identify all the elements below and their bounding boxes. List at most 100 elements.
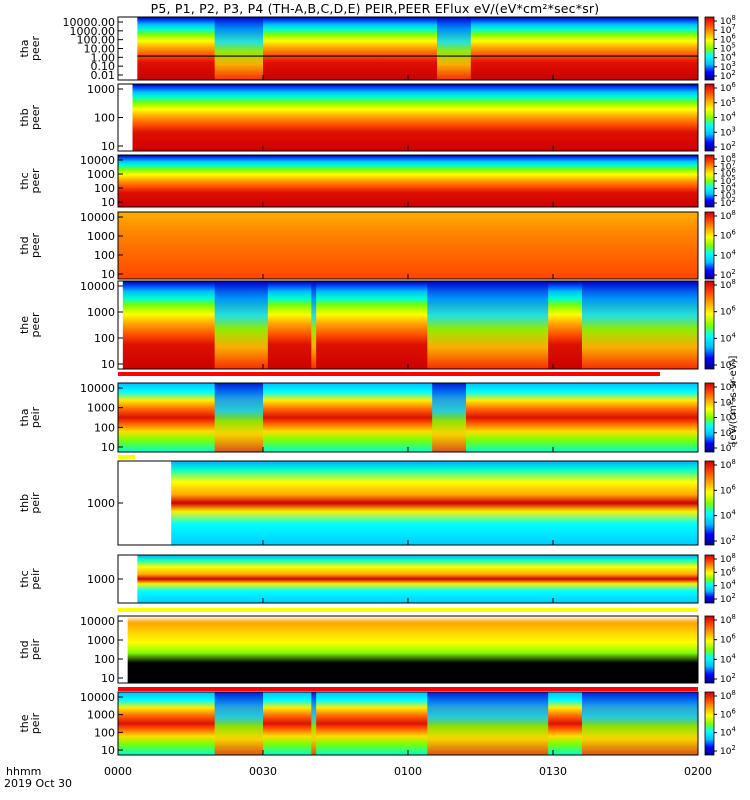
spectrogram-image <box>137 555 699 603</box>
time-unit-label: hhmm <box>6 765 42 778</box>
y-axis-label: peer <box>29 233 42 259</box>
x-tick-label: 0130 <box>539 765 567 778</box>
flux-dip-interval <box>427 281 549 369</box>
date-label: 2019 Oct 30 <box>4 777 73 790</box>
spectrogram-image <box>127 616 698 683</box>
flux-dip-interval <box>311 692 317 755</box>
y-axis-label: peir <box>29 492 42 514</box>
y-axis-label: peir <box>29 568 42 590</box>
y-axis-label: the <box>18 714 31 732</box>
y-tick-label: 1000 <box>87 402 115 415</box>
flux-dip-interval <box>214 17 263 80</box>
y-tick-label: 1000 <box>87 306 115 319</box>
y-tick-label: 1000 <box>87 709 115 722</box>
x-tick-label: 0030 <box>249 765 277 778</box>
y-tick-label: 1.00 <box>91 51 116 64</box>
flux-dip-interval <box>214 281 268 369</box>
flux-dip-interval <box>582 692 698 755</box>
y-tick-label: 10 <box>101 140 115 153</box>
y-tick-label: 10 <box>101 441 115 454</box>
y-tick-label: 10 <box>101 672 115 685</box>
colorbar <box>704 280 715 370</box>
y-tick-label: 10000 <box>80 691 115 704</box>
y-axis-label: thd <box>18 640 31 658</box>
y-tick-label: 10000 <box>80 382 115 395</box>
y-tick-label: 1000 <box>87 634 115 647</box>
y-axis-label: peir <box>29 406 42 428</box>
y-tick-label: 10000.00 <box>63 16 116 29</box>
y-axis-label: thc <box>18 570 31 587</box>
colorbar <box>704 211 715 280</box>
colorbar <box>704 554 715 604</box>
colorbar <box>704 154 715 208</box>
y-axis-label: peer <box>29 312 42 338</box>
y-tick-label: 100 <box>94 182 115 195</box>
colorbar-caption: [eV/(cm²-s-sr-eV)] <box>728 355 739 445</box>
y-tick-label: 10000 <box>80 615 115 628</box>
y-tick-label: 100.00 <box>77 34 116 47</box>
spectrogram-image <box>132 84 698 151</box>
y-tick-label: 10000 <box>80 211 115 224</box>
y-tick-label: 1000 <box>87 83 115 96</box>
y-tick-label: 10 <box>101 358 115 371</box>
y-tick-label: 100 <box>94 249 115 262</box>
y-tick-label: 10.00 <box>84 43 116 56</box>
y-tick-label: 100 <box>94 112 115 125</box>
y-axis-label: peer <box>29 105 42 131</box>
y-axis-label: peir <box>29 712 42 734</box>
colorbar <box>704 382 715 453</box>
y-tick-label: 1000 <box>87 168 115 181</box>
flux-dip-interval <box>432 383 466 452</box>
y-axis-label: peir <box>29 638 42 660</box>
flux-dip-interval <box>437 17 471 80</box>
y-tick-label: 10000 <box>80 154 115 167</box>
panel-thc-peer: 10000100010010thcpeer1081071061051041031… <box>18 152 736 209</box>
y-axis-label: peer <box>29 168 42 194</box>
flux-dip-interval <box>214 692 263 755</box>
y-tick-label: 100 <box>94 332 115 345</box>
x-tick-label: 0200 <box>684 765 712 778</box>
flux-dip-interval <box>311 281 317 369</box>
quality-flag-bar <box>118 687 698 691</box>
y-tick-label: 100 <box>94 726 115 739</box>
y-tick-label: 1000 <box>87 573 115 586</box>
colorbar <box>704 615 715 684</box>
y-axis-label: tha <box>18 408 31 426</box>
y-tick-label: 1000 <box>87 497 115 510</box>
y-tick-label: 10 <box>101 268 115 281</box>
spectrogram-image <box>118 383 698 452</box>
y-tick-label: 0.01 <box>91 69 116 82</box>
y-tick-label: 10 <box>101 196 115 209</box>
colorbar <box>704 691 715 756</box>
colorbar <box>704 83 715 152</box>
flux-dip-interval <box>582 281 698 369</box>
y-axis-label: thb <box>18 108 31 126</box>
colorbar <box>704 460 715 546</box>
y-tick-label: 10000 <box>80 280 115 293</box>
flux-dip-interval <box>427 692 549 755</box>
x-tick-label: 0000 <box>104 765 132 778</box>
y-tick-label: 0.10 <box>91 60 116 73</box>
y-axis-label: tha <box>18 39 31 57</box>
y-tick-label: 100 <box>94 653 115 666</box>
y-axis-label: thd <box>18 236 31 254</box>
y-axis-label: peer <box>29 36 42 62</box>
quality-flag-bar <box>118 608 698 612</box>
y-tick-label: 10 <box>101 744 115 757</box>
quality-flag-bar <box>118 455 135 459</box>
y-tick-label: 100 <box>94 421 115 434</box>
y-axis-label: thc <box>18 172 31 189</box>
y-axis-label: the <box>18 316 31 334</box>
spectrogram-image <box>118 155 698 207</box>
spectrogram-image <box>118 212 698 279</box>
colorbar <box>704 16 715 81</box>
